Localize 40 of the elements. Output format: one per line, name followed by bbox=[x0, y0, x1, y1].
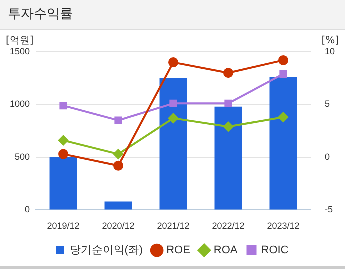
legend-label: ROE bbox=[166, 244, 190, 257]
x-tick-label: 2020/12 bbox=[102, 221, 135, 232]
point bbox=[278, 112, 288, 122]
x-tick-label: 2019/12 bbox=[47, 221, 80, 232]
point bbox=[58, 136, 69, 146]
legend-label: ROIC bbox=[261, 244, 289, 257]
y2-tick-label: -5 bbox=[324, 204, 334, 215]
point bbox=[168, 58, 179, 68]
bar bbox=[50, 157, 78, 210]
legend-label: 당기순이익(좌) bbox=[70, 244, 144, 257]
point bbox=[224, 122, 234, 132]
bar bbox=[214, 106, 242, 210]
bar bbox=[160, 78, 188, 210]
y-axis-title: [억원] bbox=[6, 36, 34, 47]
y-tick-label: 500 bbox=[14, 152, 30, 162]
bar bbox=[270, 77, 298, 210]
point bbox=[114, 160, 124, 171]
point bbox=[224, 68, 234, 78]
point bbox=[114, 149, 124, 160]
point bbox=[114, 116, 122, 124]
point bbox=[224, 100, 232, 108]
y-tick-label: 0 bbox=[25, 204, 30, 215]
y2-axis-title: [%] bbox=[322, 36, 340, 47]
x-tick-label: 2022/12 bbox=[212, 221, 245, 232]
point bbox=[60, 102, 68, 110]
bar bbox=[104, 202, 132, 210]
point bbox=[168, 113, 179, 124]
legend-label: ROA bbox=[214, 244, 238, 257]
point bbox=[170, 100, 178, 108]
y-tick-label: 1000 bbox=[10, 99, 30, 110]
point bbox=[280, 70, 288, 78]
point bbox=[278, 55, 288, 66]
chart-title: 투자수익률 bbox=[0, 0, 345, 30]
y2-tick-label: 10 bbox=[324, 46, 336, 56]
point bbox=[58, 149, 69, 160]
x-tick-label: 2021/12 bbox=[157, 221, 190, 232]
y2-tick-label: 5 bbox=[324, 99, 330, 110]
y-tick-label: 1500 bbox=[10, 46, 30, 56]
y2-tick-label: 0 bbox=[324, 152, 330, 162]
x-tick-label: 2023/12 bbox=[267, 221, 300, 232]
